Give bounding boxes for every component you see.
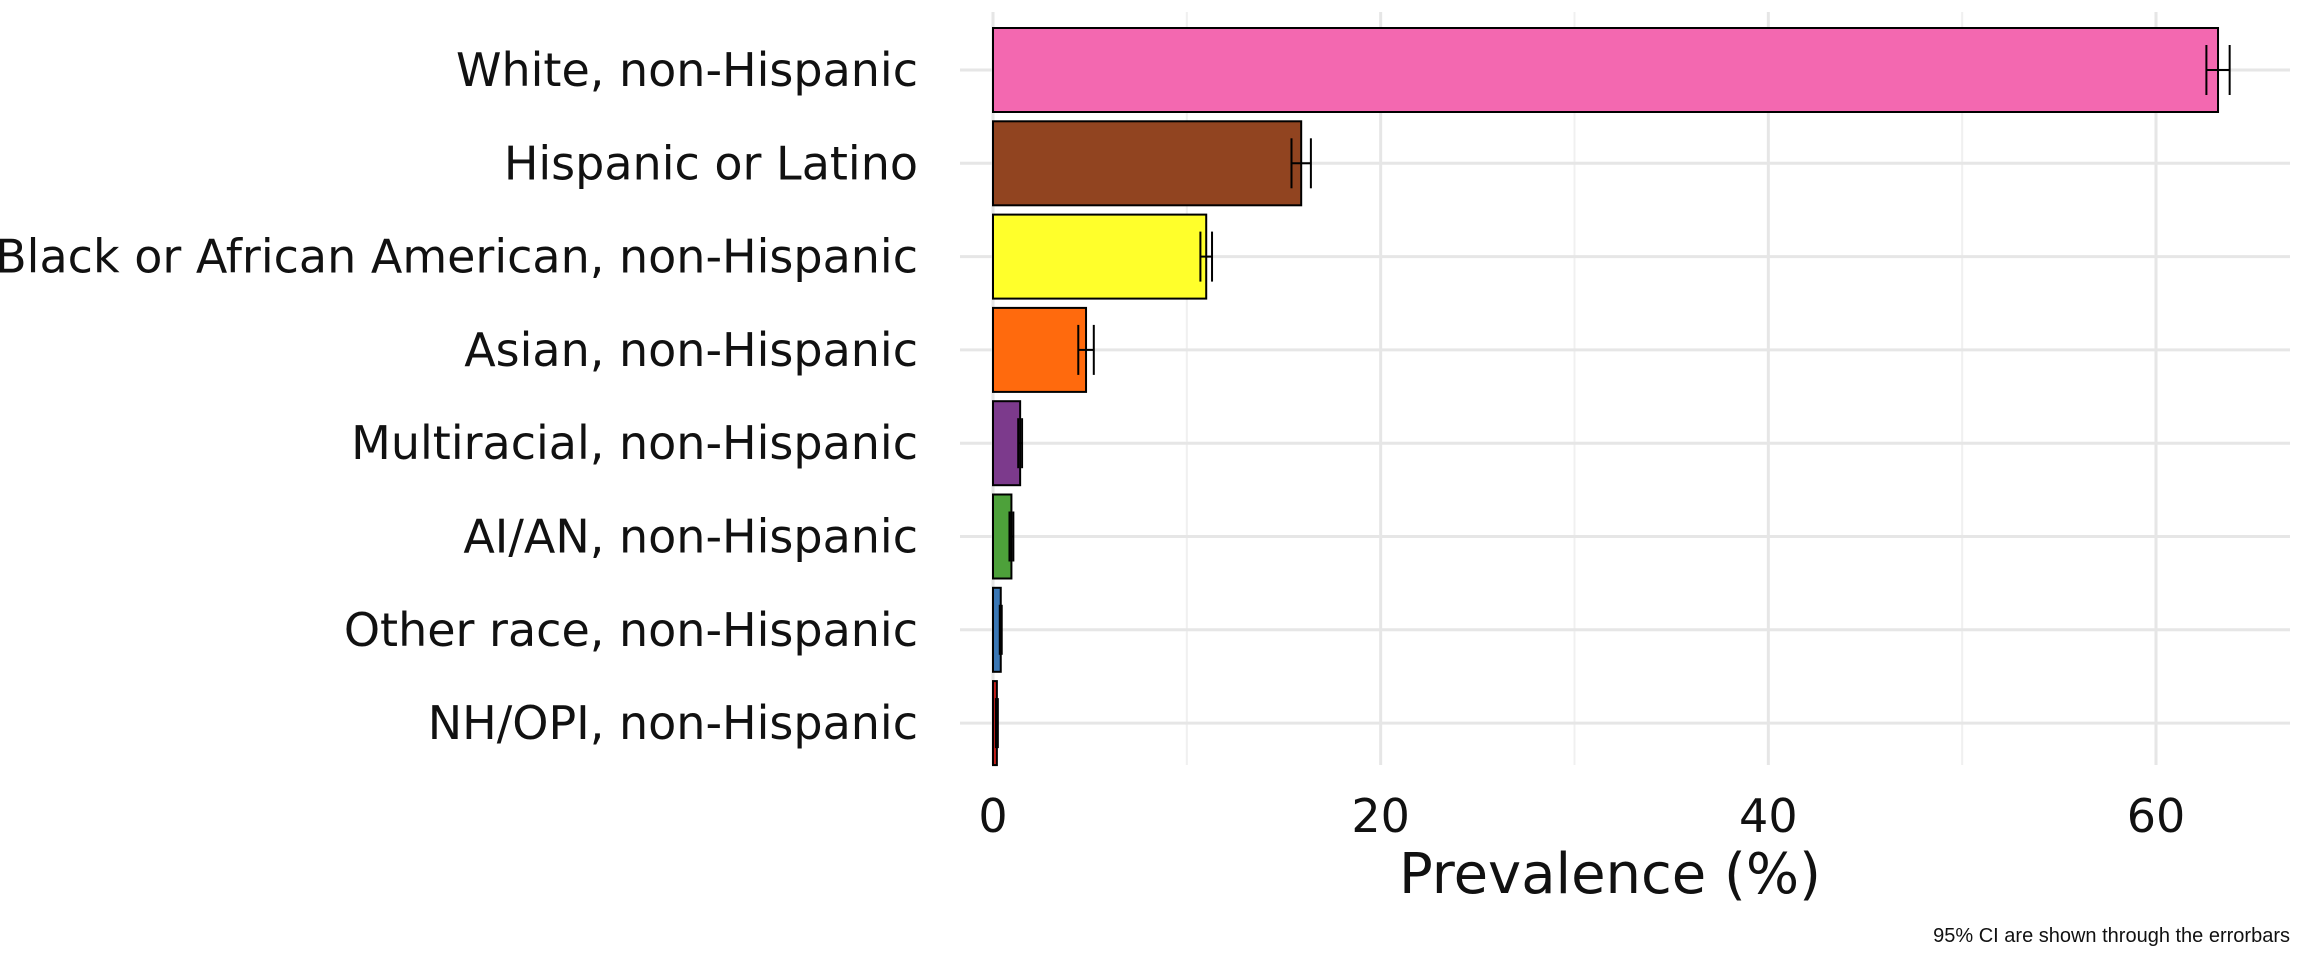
error-bar-8 <box>994 698 999 749</box>
error-bars <box>994 45 2231 749</box>
category-label-4: Asian, non-Hispanic <box>464 323 918 377</box>
category-label-3: Black or African American, non-Hispanic <box>0 230 918 284</box>
error-bar-6 <box>1008 511 1015 562</box>
error-bar-5 <box>1017 418 1024 469</box>
error-bar-3 <box>1199 231 1214 282</box>
category-label-6: AI/AN, non-Hispanic <box>463 510 918 564</box>
category-label-8: NH/OPI, non-Hispanic <box>428 696 918 750</box>
bars <box>992 27 2220 767</box>
chart-caption: 95% CI are shown through the errorbars <box>1933 925 2290 947</box>
bar-2 <box>992 120 1303 207</box>
category-label-1: White, non-Hispanic <box>456 43 918 97</box>
x-axis-title: Prevalence (%) <box>1399 842 1821 907</box>
error-bar-4 <box>1077 324 1095 375</box>
x-tick-labels: 0 20 40 60 <box>978 789 2185 843</box>
x-tick-label: 20 <box>1351 789 1410 843</box>
grid-lines <box>960 12 2290 765</box>
bar-4 <box>992 306 1088 393</box>
category-labels: White, non-Hispanic Hispanic or Latino Bla… <box>0 43 918 750</box>
x-tick-label: 60 <box>2127 789 2186 843</box>
x-tick-label: 40 <box>1739 789 1798 843</box>
category-label-2: Hispanic or Latino <box>504 136 918 190</box>
bar-3 <box>992 213 1208 300</box>
bar-1 <box>992 27 2220 113</box>
bar-5 <box>992 400 1022 487</box>
category-label-5: Multiracial, non-Hispanic <box>351 416 918 470</box>
error-bar-7 <box>998 604 1003 655</box>
x-tick-label: 0 <box>978 789 1007 843</box>
error-bar-2 <box>1290 138 1312 189</box>
category-label-7: Other race, non-Hispanic <box>344 603 918 657</box>
error-bar-1 <box>2205 45 2231 95</box>
